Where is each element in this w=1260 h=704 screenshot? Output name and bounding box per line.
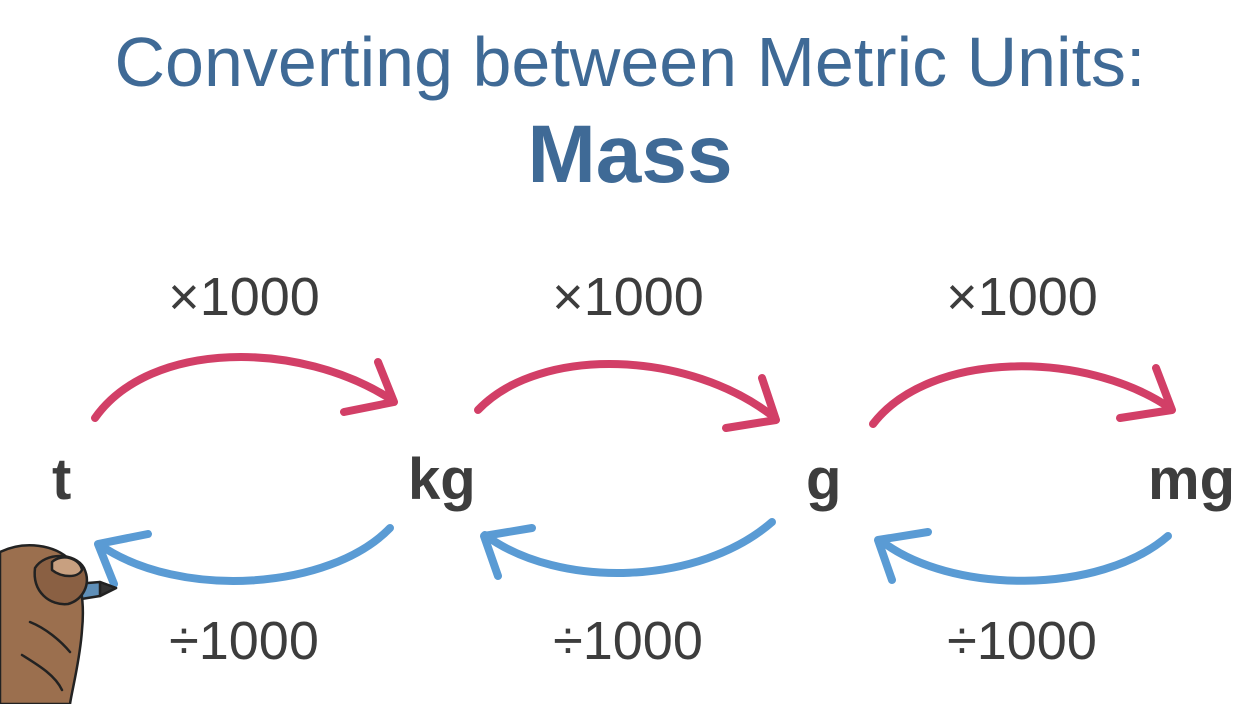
title-line-1: Converting between Metric Units:	[114, 23, 1146, 101]
title-line-2: Mass	[527, 109, 733, 200]
unit-gram: g	[806, 447, 842, 512]
divide-arrow-kg-t	[96, 524, 394, 585]
multiply-arrow-kg-g	[474, 360, 779, 422]
multiply-arrow-head-t-kg	[340, 358, 398, 416]
multiply-label-t-kg: ×1000	[168, 267, 320, 327]
multiply-arrow-t-kg	[91, 353, 396, 422]
divide-label-mg-g: ÷1000	[947, 611, 1097, 671]
multiply-arrow-head-g-mg	[1116, 364, 1176, 422]
multiply-label-g-mg: ×1000	[946, 267, 1098, 327]
divide-arrow-mg-g	[876, 532, 1172, 585]
divide-arrow-g-kg	[481, 518, 776, 577]
divide-arrow-head-g-kg	[480, 524, 536, 580]
divide-label-g-kg: ÷1000	[553, 611, 703, 671]
multiply-arrow-g-mg	[869, 362, 1174, 428]
unit-kilogram: kg	[408, 447, 476, 512]
unit-milligram: mg	[1148, 447, 1235, 512]
unit-tonne: t	[52, 447, 72, 512]
multiply-arrow-head-kg-g	[722, 374, 780, 432]
divide-label-kg-t: ÷1000	[169, 611, 319, 671]
divide-arrow-head-mg-g	[874, 528, 932, 584]
divide-arrow-head-kg-t	[94, 530, 152, 588]
multiply-label-kg-g: ×1000	[552, 267, 704, 327]
